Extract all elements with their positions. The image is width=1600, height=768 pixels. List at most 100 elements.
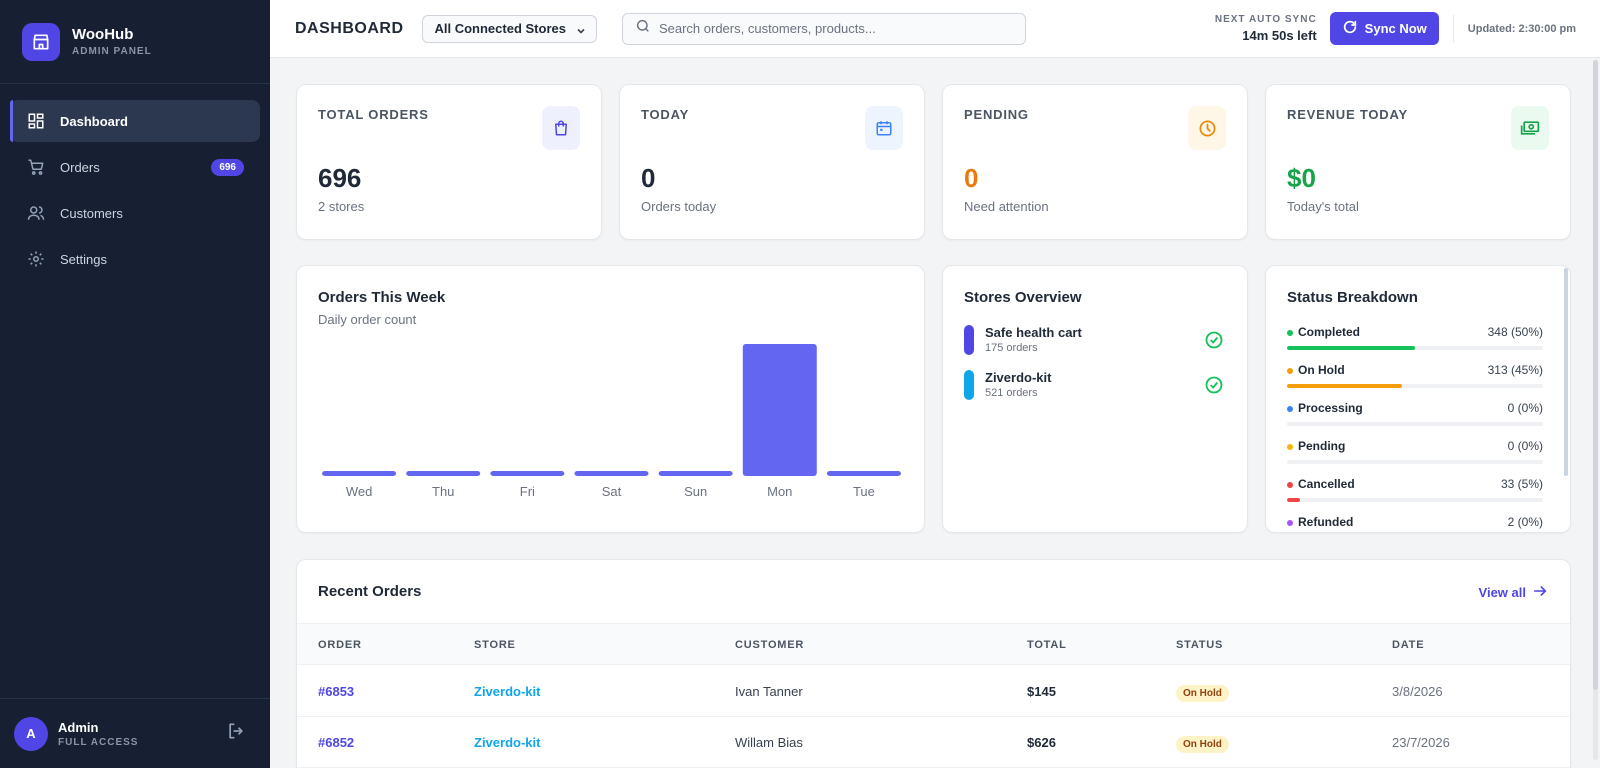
stat-label: TODAY — [641, 107, 690, 122]
main-scrollbar[interactable] — [1593, 60, 1598, 760]
card-title: Recent Orders — [318, 583, 422, 600]
sync-label: NEXT AUTO SYNC — [1214, 14, 1317, 25]
sidebar-item-settings[interactable]: Settings — [10, 238, 260, 280]
store-link[interactable]: Ziverdo-kit — [474, 735, 541, 750]
stat-card-revenue: REVENUE TODAY $0 Today's total — [1265, 84, 1571, 240]
page-title: DASHBOARD — [295, 19, 404, 37]
bar-thu[interactable] — [406, 471, 481, 476]
x-tick-label: Thu — [432, 484, 454, 499]
column-header: TOTAL — [1027, 639, 1067, 651]
stat-label: TOTAL ORDERS — [318, 107, 429, 122]
order-number-link[interactable]: #6853 — [318, 684, 355, 699]
bar-sun[interactable] — [658, 471, 733, 476]
check-circle-icon — [1204, 330, 1224, 355]
view-all-label: View all — [1478, 585, 1526, 600]
bar-sat[interactable] — [574, 471, 649, 476]
sidebar-item-orders[interactable]: Orders 696 — [10, 146, 260, 188]
store-color-bar — [964, 370, 974, 400]
x-tick-label: Wed — [346, 484, 373, 499]
store-filter-value: All Connected Stores — [434, 21, 566, 36]
stat-value: 0 — [641, 163, 656, 193]
bar-mon[interactable] — [742, 344, 817, 476]
order-number-link[interactable]: #6852 — [318, 735, 355, 750]
orders-count-badge: 696 — [211, 158, 244, 176]
sidebar-item-customers[interactable]: Customers — [10, 192, 260, 234]
stat-card-today: TODAY 0 Orders today — [619, 84, 925, 240]
x-tick-label: Tue — [853, 484, 875, 499]
status-dot — [1287, 330, 1293, 336]
order-total: $626 — [1027, 735, 1056, 750]
stat-card-pending: PENDING 0 Need attention — [942, 84, 1248, 240]
status-progress-track — [1287, 460, 1543, 464]
stat-label: REVENUE TODAY — [1287, 107, 1408, 122]
x-tick-label: Sat — [602, 484, 622, 499]
avatar: A — [14, 716, 48, 751]
status-badge: On Hold — [1176, 736, 1229, 753]
search-box[interactable] — [621, 12, 1026, 45]
stat-subtext: Need attention — [964, 199, 1049, 214]
column-header: STORE — [474, 639, 516, 651]
status-badge: On Hold — [1176, 685, 1229, 702]
bar-tue[interactable] — [826, 471, 901, 476]
status-name: Completed — [1298, 325, 1361, 339]
brand-name: WooHub — [72, 26, 134, 43]
stat-label: PENDING — [964, 107, 1029, 122]
scrollbar[interactable] — [1564, 268, 1568, 476]
status-dot — [1287, 368, 1293, 374]
user-profile: A Admin FULL ACCESS — [0, 698, 270, 768]
store-color-bar — [964, 325, 974, 355]
sidebar-item-label: Dashboard — [60, 113, 128, 129]
search-input[interactable] — [658, 21, 999, 36]
sync-now-button[interactable]: Sync Now — [1329, 12, 1439, 45]
sync-countdown: 14m 50s left — [1242, 28, 1317, 43]
order-total: $145 — [1027, 684, 1056, 699]
status-breakdown-card: Status Breakdown Completed 348 (50%) On Ho… — [1265, 265, 1571, 533]
stat-value: $0 — [1287, 163, 1316, 193]
stat-subtext: Orders today — [641, 199, 717, 214]
gear-icon — [26, 249, 46, 269]
logout-icon[interactable] — [226, 721, 248, 743]
status-name: Refunded — [1298, 515, 1354, 529]
status-progress-track — [1287, 422, 1543, 426]
store-item[interactable]: Safe health cart 175 orders — [964, 325, 1224, 357]
weekly-orders-card: Orders This Week Daily order count Wed Th… — [296, 265, 925, 533]
sidebar-item-label: Orders — [60, 159, 100, 175]
customer-name: Ivan Tanner — [735, 684, 803, 699]
user-role: FULL ACCESS — [58, 736, 139, 748]
arrow-right-icon — [1526, 583, 1548, 602]
sidebar-nav: Dashboard Orders 696 Customers Settings — [0, 84, 270, 300]
last-updated: Updated: 2:30:00 pm — [1452, 14, 1576, 43]
store-order-count: 521 orders — [985, 387, 1038, 399]
view-all-link[interactable]: View all — [1479, 583, 1548, 602]
clock-icon — [1188, 106, 1226, 150]
stat-subtext: 2 stores — [318, 199, 365, 214]
sidebar-item-dashboard[interactable]: Dashboard — [10, 100, 260, 142]
x-tick-label: Fri — [520, 484, 535, 499]
store-link[interactable]: Ziverdo-kit — [474, 684, 541, 699]
shopping-bag-icon — [542, 106, 580, 150]
bar-wed[interactable] — [322, 471, 397, 476]
store-filter-select[interactable]: All Connected Stores — [421, 14, 597, 43]
status-dot — [1287, 520, 1293, 526]
user-name: Admin — [58, 719, 99, 735]
bar-fri[interactable] — [490, 471, 565, 476]
order-date: 23/7/2026 — [1392, 735, 1450, 750]
table-row[interactable]: #6852 Ziverdo-kit Willam Bias $626 On Ho… — [297, 717, 1570, 768]
stat-subtext: Today's total — [1287, 199, 1359, 214]
card-title: Status Breakdown — [1287, 289, 1418, 306]
status-item: On Hold 313 (45%) — [1287, 363, 1543, 393]
status-progress-track — [1287, 384, 1543, 388]
status-value: 0 (0%) — [1507, 439, 1543, 453]
recent-orders-card: Recent Orders View all ORDER STORE CUSTO… — [296, 559, 1571, 768]
cart-icon — [26, 157, 46, 177]
card-title: Orders This Week — [318, 289, 446, 306]
sync-now-label: Sync Now — [1364, 21, 1427, 36]
x-tick-label: Mon — [767, 484, 792, 499]
users-icon — [26, 203, 46, 223]
store-item[interactable]: Ziverdo-kit 521 orders — [964, 370, 1224, 402]
auto-sync-info: NEXT AUTO SYNC 14m 50s left — [1215, 14, 1317, 43]
calendar-icon — [865, 106, 903, 150]
status-progress-fill — [1287, 384, 1403, 388]
scrollbar-thumb[interactable] — [1593, 60, 1598, 690]
table-row[interactable]: #6853 Ziverdo-kit Ivan Tanner $145 On Ho… — [297, 666, 1570, 717]
